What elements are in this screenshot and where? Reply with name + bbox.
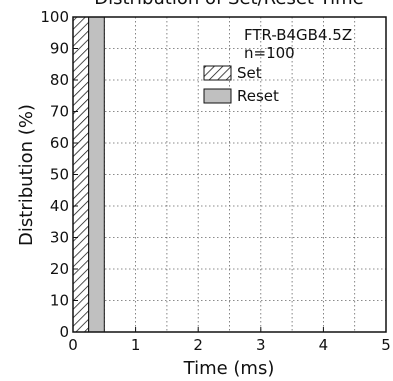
x-tick-label: 1 <box>131 336 141 354</box>
y-tick-label: 20 <box>50 260 69 278</box>
legend: Set Reset <box>203 64 279 105</box>
bar-reset <box>88 16 105 333</box>
annotation-sample-size: n=100 <box>244 44 295 62</box>
x-tick-label: 3 <box>256 336 266 354</box>
x-axis-ticks: 0 1 2 3 4 5 <box>68 327 391 354</box>
x-axis-label: Time (ms) <box>183 358 275 379</box>
x-tick-label: 0 <box>68 336 78 354</box>
chart-title: Distribution of Set/Reset Time <box>94 0 363 9</box>
annotation-model: FTR-B4GB4.5Z <box>244 26 352 44</box>
legend-swatch-set <box>203 65 232 81</box>
legend-swatch-reset <box>203 88 232 104</box>
y-tick-label: 30 <box>50 229 69 247</box>
y-axis-ticks: 0 10 20 30 40 50 60 70 80 90 100 <box>40 8 78 341</box>
y-tick-label: 70 <box>50 103 69 121</box>
x-tick-label: 4 <box>319 336 329 354</box>
legend-label-reset: Reset <box>237 87 279 105</box>
y-tick-label: 0 <box>59 323 69 341</box>
y-tick-label: 80 <box>50 71 69 89</box>
grid <box>73 17 386 332</box>
y-tick-label: 50 <box>50 166 69 184</box>
y-tick-label: 10 <box>50 292 69 310</box>
x-tick-label: 5 <box>381 336 391 354</box>
legend-label-set: Set <box>237 64 262 82</box>
y-tick-label: 40 <box>50 197 69 215</box>
y-axis-label: Distribution (%) <box>16 104 37 246</box>
y-tick-label: 90 <box>50 40 69 58</box>
y-tick-label: 60 <box>50 134 69 152</box>
y-tick-label: 100 <box>40 8 69 26</box>
x-tick-label: 2 <box>193 336 203 354</box>
